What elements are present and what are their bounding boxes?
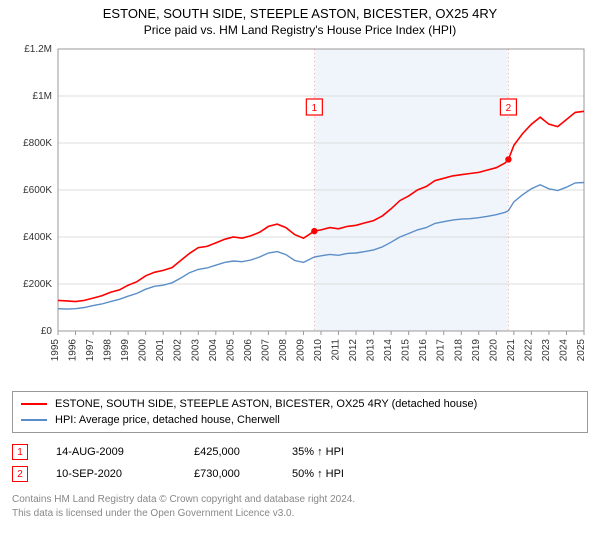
- svg-text:2007: 2007: [260, 339, 271, 362]
- footer-attribution: Contains HM Land Registry data © Crown c…: [12, 493, 588, 520]
- sale-price: £730,000: [194, 468, 264, 480]
- legend-label: ESTONE, SOUTH SIDE, STEEPLE ASTON, BICES…: [55, 398, 477, 410]
- svg-text:2012: 2012: [348, 339, 359, 362]
- svg-text:2011: 2011: [331, 339, 342, 361]
- sale-row: 2 10-SEP-2020 £730,000 50% ↑ HPI: [12, 463, 588, 485]
- svg-text:2000: 2000: [138, 339, 149, 362]
- svg-text:2004: 2004: [208, 339, 219, 362]
- svg-text:2019: 2019: [471, 339, 482, 362]
- sale-date: 14-AUG-2009: [56, 446, 166, 458]
- svg-text:2008: 2008: [278, 339, 289, 362]
- line-chart-svg: £0 £200K £400K £600K £800K £1M £1.2M 1995 1996 19…: [12, 41, 588, 381]
- svg-text:£1M: £1M: [33, 91, 52, 102]
- legend: ESTONE, SOUTH SIDE, STEEPLE ASTON, BICES…: [12, 391, 588, 433]
- svg-text:2016: 2016: [418, 339, 429, 362]
- svg-text:2006: 2006: [243, 339, 254, 362]
- legend-label: HPI: Average price, detached house, Cher…: [55, 414, 280, 426]
- svg-text:2013: 2013: [366, 339, 377, 362]
- sale-badge: 2: [12, 466, 28, 482]
- sales-table: 1 14-AUG-2009 £425,000 35% ↑ HPI 2 10-SE…: [12, 441, 588, 485]
- svg-text:2025: 2025: [576, 339, 587, 362]
- sale-pct: 35% ↑ HPI: [292, 446, 402, 458]
- sale-date: 10-SEP-2020: [56, 468, 166, 480]
- svg-text:£600K: £600K: [23, 185, 52, 196]
- sale-badge: 1: [12, 444, 28, 460]
- sale-price: £425,000: [194, 446, 264, 458]
- svg-text:1995: 1995: [50, 339, 61, 362]
- legend-item: HPI: Average price, detached house, Cher…: [21, 412, 579, 428]
- svg-text:2017: 2017: [436, 339, 447, 362]
- svg-text:2020: 2020: [488, 339, 499, 362]
- svg-text:2009: 2009: [295, 339, 306, 362]
- svg-text:2022: 2022: [523, 339, 534, 362]
- svg-text:2024: 2024: [558, 339, 569, 362]
- svg-text:£200K: £200K: [23, 279, 52, 290]
- chart-container: ESTONE, SOUTH SIDE, STEEPLE ASTON, BICES…: [0, 0, 600, 560]
- svg-text:£800K: £800K: [23, 138, 52, 149]
- svg-text:1998: 1998: [103, 339, 114, 362]
- legend-item: ESTONE, SOUTH SIDE, STEEPLE ASTON, BICES…: [21, 396, 579, 412]
- sale-pct: 50% ↑ HPI: [292, 468, 402, 480]
- svg-text:1: 1: [312, 103, 318, 114]
- chart-title: ESTONE, SOUTH SIDE, STEEPLE ASTON, BICES…: [12, 6, 588, 21]
- legend-swatch: [21, 419, 47, 421]
- chart-subtitle: Price paid vs. HM Land Registry's House …: [12, 23, 588, 37]
- svg-text:1996: 1996: [68, 339, 79, 362]
- svg-text:2018: 2018: [453, 339, 464, 362]
- svg-text:2021: 2021: [506, 339, 517, 362]
- svg-text:2015: 2015: [401, 339, 412, 362]
- svg-text:1999: 1999: [120, 339, 131, 362]
- svg-text:£400K: £400K: [23, 232, 52, 243]
- svg-text:2005: 2005: [225, 339, 236, 362]
- svg-text:2: 2: [506, 103, 512, 114]
- footer-line: Contains HM Land Registry data © Crown c…: [12, 493, 588, 507]
- sale-row: 1 14-AUG-2009 £425,000 35% ↑ HPI: [12, 441, 588, 463]
- plot-area: £0 £200K £400K £600K £800K £1M £1.2M 1995 1996 19…: [12, 41, 588, 381]
- svg-text:2003: 2003: [190, 339, 201, 362]
- svg-text:2010: 2010: [313, 339, 324, 362]
- legend-swatch: [21, 403, 47, 405]
- svg-text:2002: 2002: [173, 339, 184, 362]
- svg-text:2001: 2001: [155, 339, 166, 362]
- svg-text:1997: 1997: [85, 339, 96, 362]
- svg-text:£0: £0: [41, 326, 53, 337]
- svg-text:2023: 2023: [541, 339, 552, 362]
- svg-text:2014: 2014: [383, 339, 394, 362]
- svg-text:£1.2M: £1.2M: [24, 44, 52, 55]
- footer-line: This data is licensed under the Open Gov…: [12, 507, 588, 521]
